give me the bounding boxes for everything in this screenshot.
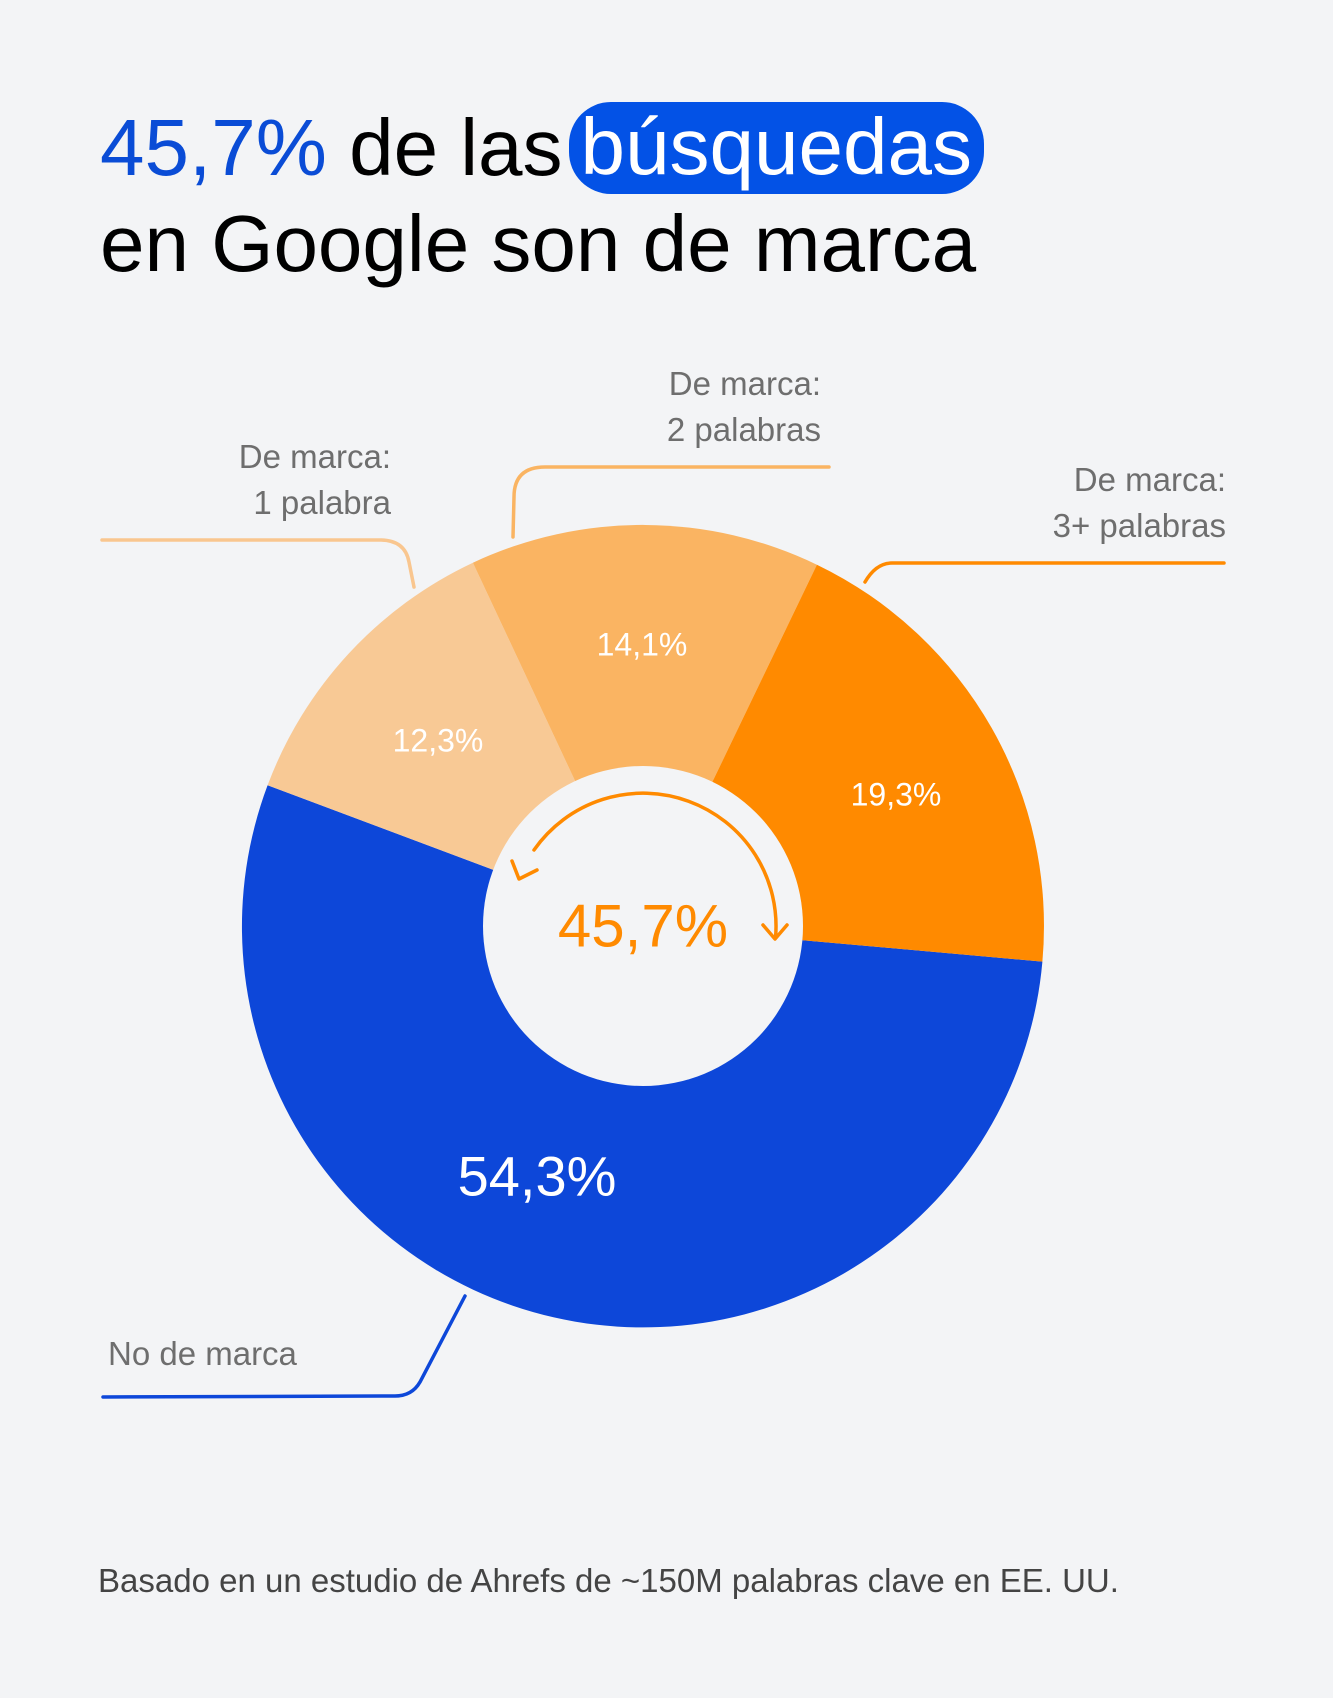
label-line: 2 palabras bbox=[666, 411, 821, 448]
headline-accent-value: 45,7% bbox=[100, 103, 327, 192]
value-branded-total: 45,7% bbox=[557, 892, 729, 960]
headline: 45,7% de las búsquedas en Google son de m… bbox=[100, 100, 1300, 292]
headline-highlight-pill: búsquedas bbox=[568, 102, 984, 194]
label-line: 1 palabra bbox=[253, 484, 391, 521]
value-non-brand: 54,3% bbox=[457, 1144, 617, 1208]
arrowhead-right-icon bbox=[761, 923, 789, 941]
headline-text: de las bbox=[326, 103, 563, 192]
arrowhead-left-icon bbox=[510, 859, 539, 881]
donut-hole bbox=[483, 766, 803, 1086]
arc-arrow bbox=[532, 791, 778, 940]
leader-line-non-brand bbox=[101, 1294, 467, 1399]
label-line: No de marca bbox=[108, 1335, 297, 1372]
label-line: De marca: bbox=[668, 365, 821, 402]
label-brand-1-word: De marca: 1 palabra bbox=[239, 434, 391, 526]
label-brand-2-words: De marca: 2 palabras bbox=[667, 361, 821, 453]
wedge-brand-2-words bbox=[472, 524, 817, 926]
headline-line-1: 45,7% de las búsquedas bbox=[100, 100, 1300, 196]
headline-line-2: en Google son de marca bbox=[100, 199, 977, 288]
value-brand-1-word: 12,3% bbox=[392, 722, 484, 759]
leader-line-1-word bbox=[100, 538, 416, 589]
footer-source-note: Basado en un estudio de Ahrefs de ~150M … bbox=[98, 1562, 1119, 1599]
label-non-brand: No de marca bbox=[108, 1331, 297, 1377]
label-line: 3+ palabras bbox=[1052, 507, 1226, 544]
value-brand-3-plus-words: 19,3% bbox=[850, 776, 942, 813]
label-line: De marca: bbox=[238, 438, 391, 475]
label-line: De marca: bbox=[1073, 461, 1226, 498]
leader-line-2-words bbox=[511, 465, 831, 539]
value-brand-2-words: 14,1% bbox=[596, 626, 688, 663]
leader-line-3-plus-words bbox=[863, 561, 1226, 584]
label-brand-3-plus-words: De marca: 3+ palabras bbox=[1053, 457, 1226, 549]
